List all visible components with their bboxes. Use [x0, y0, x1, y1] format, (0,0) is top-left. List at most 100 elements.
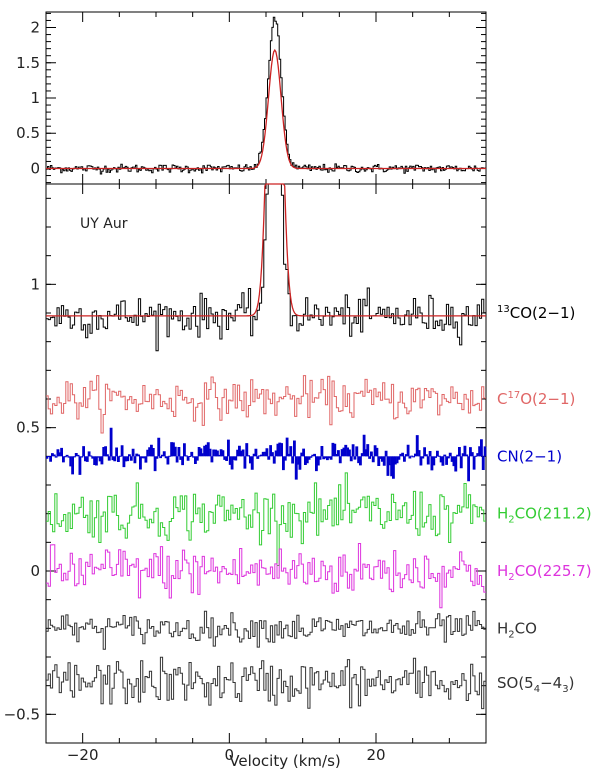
cn-bar: [447, 456, 450, 458]
cn-bar: [91, 456, 94, 459]
cn-bar: [227, 440, 230, 457]
cn-bar: [106, 454, 109, 457]
cn-bar: [271, 452, 274, 457]
cn-bar: [102, 447, 105, 457]
cn-bar: [299, 456, 302, 470]
cn-bar: [157, 438, 160, 457]
cn-bar: [135, 454, 138, 457]
cn-bar: [172, 442, 175, 457]
series-h2co-225-7: [46, 543, 486, 609]
cn-bar: [330, 456, 333, 460]
cn-bar: [341, 449, 344, 457]
cn-bar: [295, 456, 298, 480]
cn-bar: [396, 456, 399, 463]
cn-bar: [84, 456, 87, 461]
cn-bar: [456, 455, 459, 457]
cn-bar: [427, 456, 430, 464]
cn-bar: [451, 456, 454, 462]
cn-bar: [225, 456, 228, 461]
cn-bar: [326, 456, 329, 460]
cn-bar: [229, 456, 232, 465]
cn-bar: [277, 444, 280, 457]
cn-bar: [128, 454, 131, 457]
cn-bar: [242, 450, 245, 457]
cn-bar: [482, 456, 485, 470]
cn-bar: [69, 456, 72, 466]
cn-bar: [317, 456, 320, 465]
cn-bar: [443, 455, 446, 457]
cn-bar: [445, 456, 448, 465]
top-spectrum-line: [46, 16, 486, 175]
cn-bar: [170, 442, 173, 457]
cn-bar: [251, 456, 254, 470]
x-tick-label: 20: [366, 746, 385, 764]
cn-bar: [343, 448, 346, 457]
cn-bar: [196, 456, 199, 461]
cn-bar: [376, 448, 379, 457]
cn-bar: [58, 452, 61, 457]
label-h2co: H2CO: [497, 619, 537, 640]
cn-bar: [75, 453, 78, 457]
x-axis-label: Velocity (km/s): [229, 752, 340, 770]
cn-bar: [284, 456, 287, 461]
cn-bar: [407, 445, 410, 457]
cn-bar: [187, 456, 190, 461]
cn-bar: [178, 447, 181, 457]
cn-bar: [332, 443, 335, 457]
cn-bar: [348, 450, 351, 457]
cn-bar: [399, 454, 402, 457]
top-fit-line: [46, 48, 486, 170]
cn-bar: [442, 456, 445, 466]
series-h2co-211-2: [46, 472, 486, 566]
cn-bar: [436, 451, 439, 457]
cn-bar: [465, 455, 468, 457]
cn-bar: [179, 456, 182, 460]
cn-bar: [156, 456, 159, 459]
top-y-tick-label: 1: [30, 89, 40, 107]
cn-bar: [480, 439, 483, 457]
cn-bar: [275, 451, 278, 457]
cn-bar: [350, 456, 353, 461]
cn-bar: [476, 453, 479, 457]
cn-bar: [429, 451, 432, 457]
cn-bar: [113, 456, 116, 461]
cn-bar: [300, 453, 303, 457]
cn-bar: [462, 453, 465, 457]
cn-bar: [374, 445, 377, 457]
cn-bar: [414, 454, 417, 457]
series-so-54-43: [46, 656, 486, 710]
cn-bar: [101, 456, 104, 464]
cn-bar: [337, 450, 340, 457]
cn-bar: [387, 456, 390, 476]
cn-bar: [458, 447, 461, 457]
cn-bar: [159, 456, 162, 458]
cn-bar: [253, 454, 256, 457]
cn-outline: [46, 427, 486, 482]
cn-bar: [381, 456, 384, 462]
cn-bar: [148, 447, 151, 457]
cn-bar: [388, 456, 391, 465]
cn-bar: [267, 456, 270, 460]
cn-bar: [262, 452, 265, 457]
bottom-y-tick-label: 0.5: [16, 419, 40, 437]
cn-bar: [222, 450, 225, 457]
cn-bar: [264, 452, 267, 457]
cn-bar: [233, 456, 236, 460]
cn-bar: [139, 456, 142, 469]
cn-bar: [469, 447, 472, 457]
cn-bar: [117, 456, 120, 462]
bottom-y-tick-label: 1: [30, 275, 40, 293]
cn-bar: [62, 456, 65, 462]
cn-bar: [313, 454, 316, 457]
cn-bar: [115, 448, 118, 457]
cn-bar: [200, 448, 203, 457]
cn-bar: [161, 455, 164, 457]
cn-bar: [344, 445, 347, 457]
cn-bar: [181, 456, 184, 465]
cn-bar: [434, 456, 437, 458]
cn-bar: [249, 456, 252, 463]
label-h2co-211-2: H2CO(211.2): [497, 505, 592, 526]
cn-bar: [291, 456, 294, 463]
cn-bar: [240, 451, 243, 457]
cn-bar: [165, 456, 168, 458]
